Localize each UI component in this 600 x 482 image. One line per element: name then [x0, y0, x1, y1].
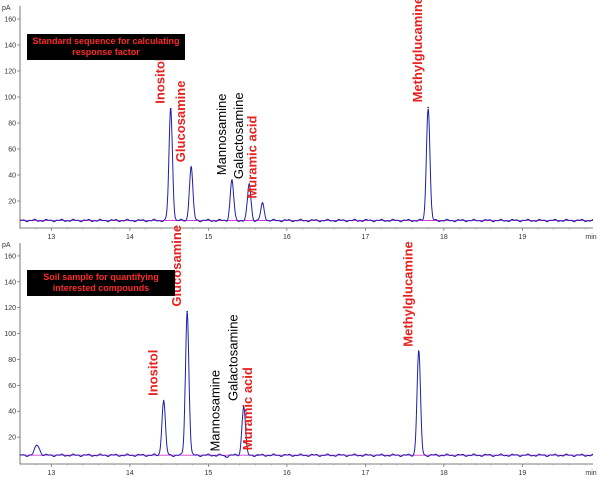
panel-2-y-tick-label: 40 [8, 409, 16, 416]
panel-2-x-unit-label: min [585, 470, 596, 477]
panel-2-peak-label: Galactosamine [226, 314, 241, 401]
panel-2-y-tick-label: 140 [4, 279, 16, 286]
panel-2-peak-apex [186, 310, 188, 313]
panel-1-peak-apex [169, 107, 172, 110]
panel-1-y-tick-label: 100 [4, 95, 16, 102]
panel-2-y-tick-label: 100 [4, 331, 16, 338]
panel-1-y-tick-label: 140 [4, 43, 16, 50]
panel-1-peak-apex [231, 179, 233, 181]
panel-2-peak-label: Methylglucamine [401, 241, 416, 346]
panel-2-title-box: Soil sample for quantifying interested c… [27, 270, 175, 296]
panel-1-peak-apex [427, 106, 429, 109]
panel-1-y-tick-label: 80 [8, 121, 16, 128]
panel-1-peak-label: Glucosamine [173, 81, 188, 163]
panel-2-y-tick-label: 80 [8, 357, 16, 364]
panel-1-title-line-1: Standard sequence for calculating [32, 36, 180, 46]
panel-1-y-tick-label: 40 [8, 173, 16, 180]
panel-2-y-tick-label: 20 [8, 435, 16, 442]
panel-1-peak-label: Methylglucamine [410, 0, 425, 102]
panel-1-x-tick-label: 19 [518, 234, 526, 241]
panel-2-peak-apex [257, 454, 259, 457]
panel-2-signal-trace [19, 312, 594, 458]
panel-1-peak-label: Galactosamine [231, 92, 246, 179]
panel-2-peak-apex [242, 405, 245, 407]
panel-1-title-box: Standard sequence for calculating respon… [27, 34, 185, 60]
panel-1-title-line-2: response factor [72, 47, 140, 57]
panel-2-y-unit-label: pA [2, 242, 11, 249]
panel-2-x-tick-label: 18 [440, 470, 448, 477]
panel-1-peak-label: Muramic acid [245, 115, 260, 198]
panel-1-y-tick-label: 60 [8, 147, 16, 154]
panel-2-x-tick-label: 19 [518, 470, 526, 477]
panel-2-y-tick-label: 120 [4, 305, 16, 312]
panel-2-peak-apex [224, 455, 227, 458]
panel-1-signal-trace [19, 108, 594, 223]
panel-1-peak-label: Mannosamine [214, 94, 229, 176]
panel-2-x-tick-label: 14 [126, 470, 134, 477]
panel-2-x-tick-label: 13 [47, 470, 55, 477]
panel-1-x-tick-label: 16 [283, 234, 291, 241]
panel-2-x-tick-label: 15 [204, 470, 212, 477]
panel-1-y-tick-label: 160 [4, 17, 16, 24]
panel-1-peak-label: Inositol [153, 57, 168, 103]
panel-1-y-unit-label: pA [2, 5, 11, 12]
panel-1-x-tick-label: 18 [440, 234, 448, 241]
panel-2-peak-label: Muramic acid [240, 367, 255, 450]
panel-2-y-tick-label: 160 [4, 253, 16, 260]
panel-1-y-tick-label: 120 [4, 69, 16, 76]
panel-2-y-tick-label: 60 [8, 383, 16, 390]
panel-1-x-unit-label: min [585, 234, 596, 241]
panel-2-peak-apex [417, 350, 420, 353]
panel-1-peak-apex [261, 202, 264, 205]
panel-2-title-line-2: interested compounds [52, 283, 150, 293]
panel-2-title-line-1: Soil sample for quantifying [43, 272, 159, 282]
panel-1-x-tick-label: 13 [47, 234, 55, 241]
panel-2-x-tick-label: 16 [283, 470, 291, 477]
panel-1-x-tick-label: 14 [126, 234, 134, 241]
panel-1-x-tick-label: 15 [204, 234, 212, 241]
panel-2-peak-apex [162, 400, 165, 402]
panel-2-peak-label: Inositol [146, 350, 161, 396]
panel-1-peak-apex [248, 183, 250, 185]
panel-1-y-tick-label: 20 [8, 199, 16, 206]
panel-1-x-tick-label: 17 [361, 234, 369, 241]
panel-2-x-tick-label: 17 [361, 470, 369, 477]
panel-2-peak-label: Mannosamine [208, 370, 223, 452]
panel-1-peak-apex [190, 166, 192, 168]
